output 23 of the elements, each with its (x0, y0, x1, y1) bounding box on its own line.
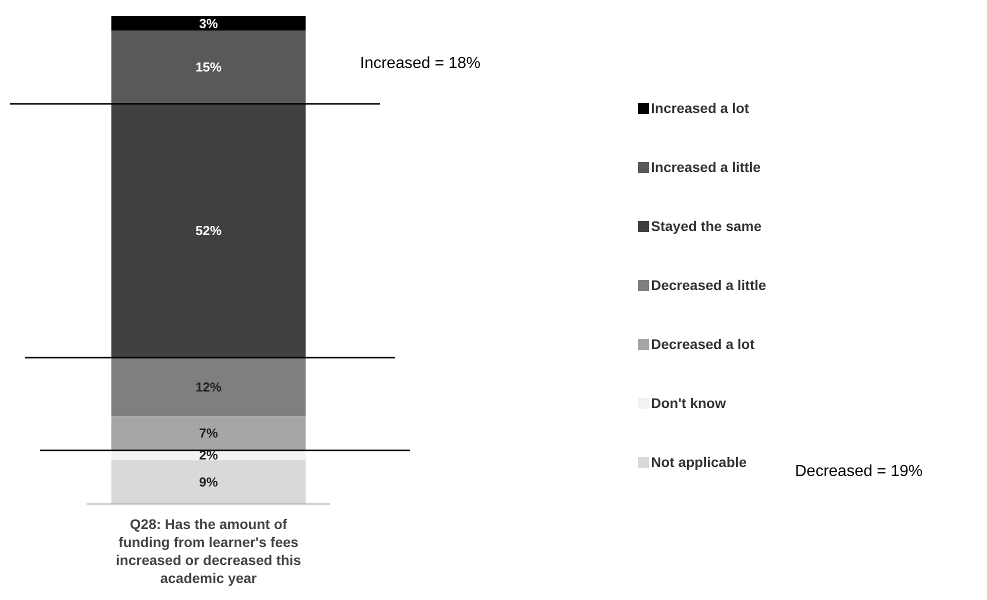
data-label: 12% (195, 379, 222, 394)
bar (111, 104, 306, 358)
x-axis-title: Q28: Has the amount of funding from learner's fees increased or decreased this academic year (116, 516, 302, 586)
legend-label: Stayed the same (651, 218, 762, 234)
bar (111, 416, 306, 450)
text: Decreased = 19% (795, 463, 923, 480)
text: Increased = 18% (360, 55, 481, 72)
data-label: 52% (195, 223, 222, 238)
legend-label: Increased a little (651, 159, 761, 175)
legend-label: Don't know (651, 395, 726, 411)
legend-label: Increased a lot (651, 100, 750, 116)
bar (111, 460, 306, 504)
bar (111, 30, 306, 104)
data-label: 7% (199, 426, 218, 441)
legend-label: Decreased a lot (651, 336, 755, 352)
bar (111, 358, 306, 416)
bar (111, 16, 306, 31)
legend-label: Not applicable (651, 454, 747, 470)
data-label: 2% (199, 448, 218, 463)
data-label: 15% (195, 60, 222, 75)
legend-label: Decreased a little (651, 277, 766, 293)
data-label: 3% (199, 16, 218, 31)
data-label: 9% (199, 474, 218, 490)
